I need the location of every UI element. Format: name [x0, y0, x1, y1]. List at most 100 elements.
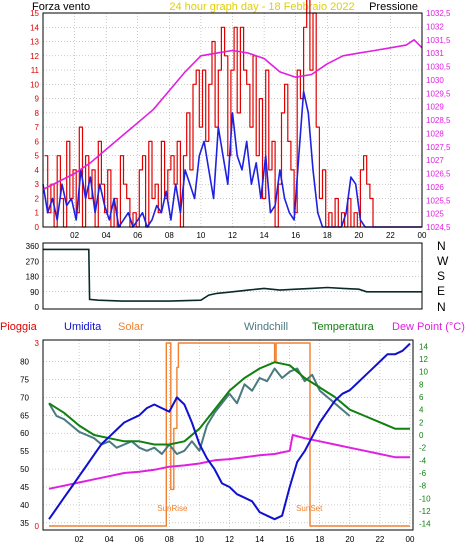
y-right-tick-label: 6	[419, 393, 424, 402]
rain-axis: 30	[35, 339, 40, 531]
y-left-ticks: 0 90 180 270 360	[26, 242, 40, 312]
x-tick-label: 14	[260, 231, 269, 240]
y-right-tick-label: 1031	[426, 49, 444, 58]
y-right-tick-label: -2	[419, 444, 427, 453]
direction-line	[43, 248, 422, 302]
y-left-tick-label: 0	[35, 223, 40, 232]
direction-label: W	[437, 254, 449, 268]
y-left-tick-label: 90	[30, 288, 39, 297]
series-layer	[48, 342, 411, 527]
y-left-tick-label: 5	[35, 152, 40, 161]
y-left-tick-label: 50	[20, 465, 29, 474]
y-right-tick-label: 10	[419, 368, 428, 377]
y-left-tick-label: 65	[20, 411, 29, 420]
y-right-tick-label: 14	[419, 342, 428, 351]
solar-line	[49, 342, 410, 527]
y-right-tick-label: -8	[419, 482, 427, 491]
x-tick-label: 22	[386, 231, 395, 240]
y-right-tick-label: 0	[419, 431, 424, 440]
grid	[43, 13, 423, 227]
legend-entry: Windchill	[244, 321, 288, 333]
y-left-tick-label: 3	[35, 180, 40, 189]
temperature-humidity-chart: Pioggia Umidita Solar Windchill Temperatura D…	[0, 321, 465, 544]
y-left-tick-label: 10	[30, 80, 39, 89]
x-tick-label: 02	[70, 231, 79, 240]
y-left-ticks: 35 40 45 50 55 60 65 70 75 80	[20, 358, 29, 528]
y-right-tick-label: 4	[419, 406, 424, 415]
y-left-tick-label: 15	[30, 9, 39, 18]
y-right-tick-label: 1032	[426, 22, 444, 31]
y-right-tick-label: -12	[419, 507, 431, 516]
y-right-tick-label: -10	[419, 494, 431, 503]
y-right-ticks: 1024,5 1025 1025,5 1026 1026,5 1027 1027,5 1028…	[426, 9, 451, 232]
plot-frame	[42, 12, 423, 228]
x-tick-label: 16	[291, 231, 300, 240]
y-right-tick-label: -6	[419, 469, 427, 478]
legend: Pioggia Umidita Solar Windchill Temperatura D…	[0, 321, 465, 333]
x-tick-label: 18	[315, 535, 324, 544]
legend-entry: Umidita	[64, 321, 102, 333]
y-left-tick-label: 9	[35, 95, 40, 104]
y-right-tick-label: 1027	[426, 156, 444, 165]
y-right-tick-label: 1028	[426, 129, 444, 138]
y-left-tick-label: 4	[35, 166, 40, 175]
series-layer	[43, 248, 422, 302]
right-axis-label: Pressione	[369, 1, 418, 13]
dew-point-line	[48, 434, 410, 490]
y-left-tick-label: 70	[20, 393, 29, 402]
chart-title: 24 hour graph day - 18 Febbraio 2022	[169, 1, 354, 13]
x-ticks: 02 04 06 08 10 12 14 16 18 20 22 00	[70, 231, 427, 240]
x-tick-label: 08	[165, 535, 174, 544]
annotations: SunRise SunSet	[157, 504, 323, 513]
left-axis-label: Forza vento	[32, 1, 90, 13]
y-right-tick-label: 1032,5	[426, 9, 451, 18]
y-left-tick-label: 14	[30, 23, 39, 32]
y-left-tick-label: 8	[35, 109, 40, 118]
y-right-tick-label: 8	[419, 380, 424, 389]
y-left-tick-label: 35	[20, 519, 29, 528]
y-right-tick-label: 1026,5	[426, 170, 451, 179]
x-tick-label: 12	[228, 231, 237, 240]
y-right-tick-label: 1027,5	[426, 143, 451, 152]
y-right-tick-label: -14	[419, 520, 431, 529]
y-left-tick-label: 13	[30, 38, 39, 47]
y-left-tick-label: 180	[26, 273, 40, 282]
y-right-tick-label: 1029	[426, 103, 444, 112]
y-right-tick-label: 1025,5	[426, 196, 451, 205]
y-left-tick-label: 6	[35, 137, 40, 146]
x-tick-label: 22	[375, 535, 384, 544]
direction-label: N	[437, 239, 446, 253]
temperature-line	[48, 361, 410, 446]
grid	[43, 261, 422, 292]
y-right-tick-label: 1029,5	[426, 89, 451, 98]
gust_speed-line	[42, 90, 422, 228]
sun-annotation: SunSet	[296, 504, 323, 513]
y-left-tick-label: 11	[31, 66, 40, 75]
y-right-tick-label: -4	[419, 456, 427, 465]
x-tick-label: 02	[75, 535, 84, 544]
x-tick-label: 06	[133, 231, 142, 240]
x-tick-label: 14	[255, 535, 264, 544]
legend-entry: Solar	[118, 321, 144, 333]
y-left-tick-label: 12	[30, 52, 39, 61]
sun-annotation: SunRise	[157, 504, 188, 513]
pressure-line	[42, 39, 423, 191]
x-tick-label: 10	[195, 535, 204, 544]
y-right-tick-label: 1024,5	[426, 223, 451, 232]
y-right-tick-label: 12	[419, 355, 428, 364]
y-right-tick-label: 1025	[426, 210, 444, 219]
direction-label: N	[437, 300, 446, 314]
x-tick-label: 20	[354, 231, 363, 240]
y-left-tick-label: 270	[26, 257, 40, 266]
x-tick-label: 06	[135, 535, 144, 544]
y-right-ticks: 14 12 10 8 6 4 2 0 -2 -4 -6 -8 -10 -12 -14	[419, 342, 431, 528]
direction-label: S	[437, 269, 445, 283]
y-left-tick-label: 60	[20, 429, 29, 438]
plot-frame	[42, 339, 414, 531]
y-right-tick-label: 1028,5	[426, 116, 451, 125]
y-left-tick-label: 0	[35, 303, 40, 312]
y-left-tick-label: 55	[20, 447, 29, 456]
